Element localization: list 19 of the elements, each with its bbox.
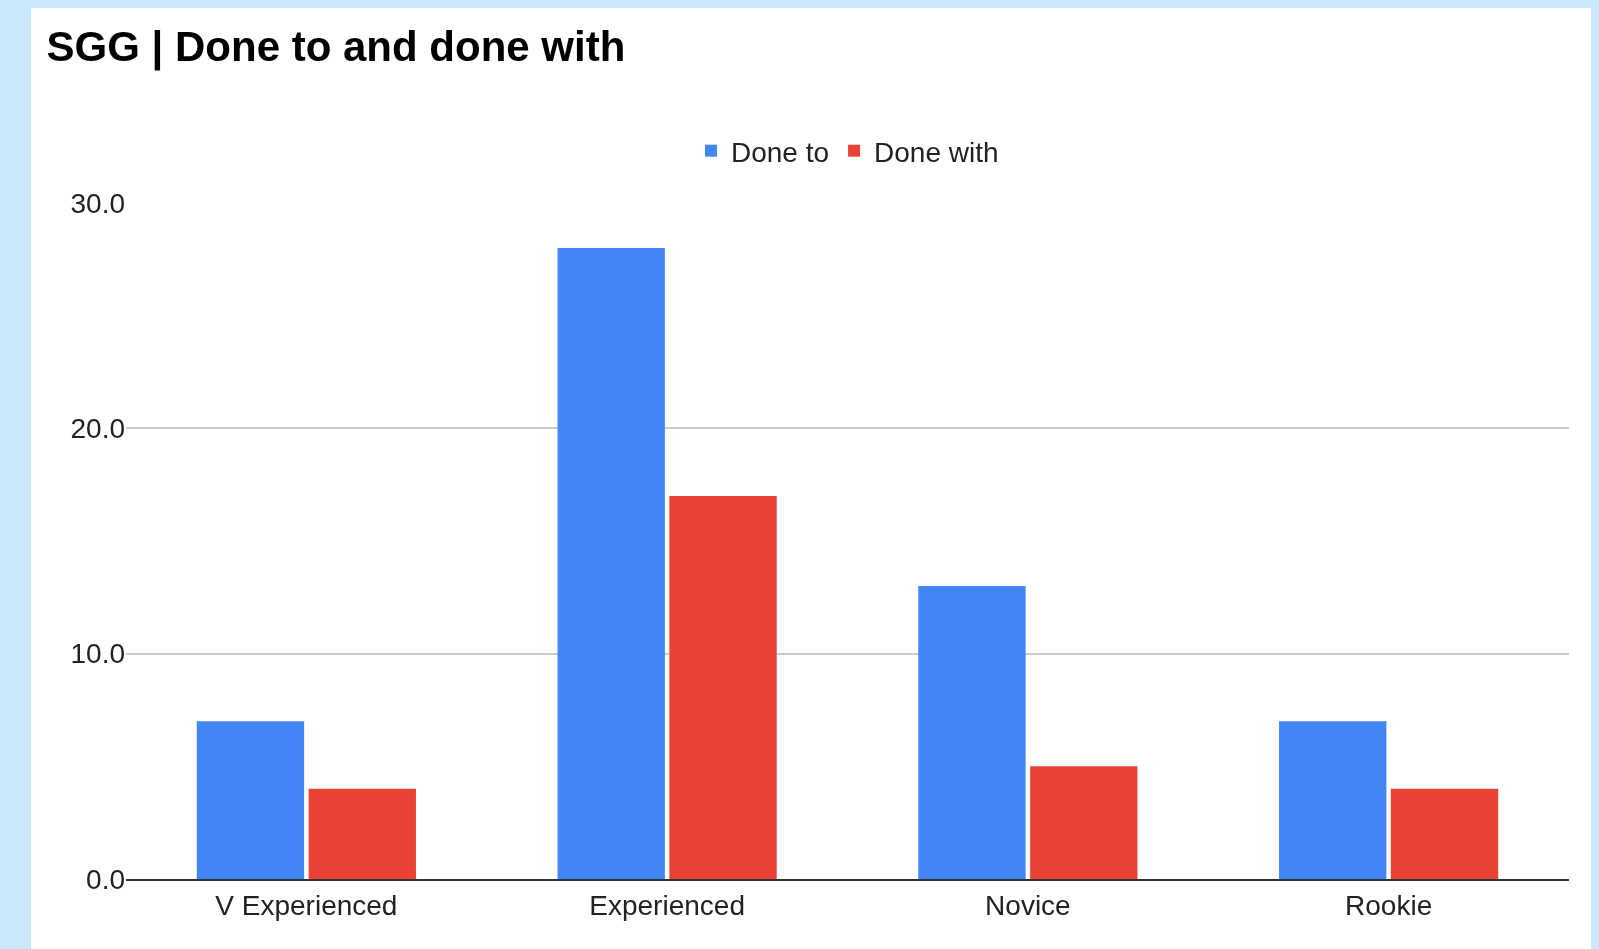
bar <box>1390 788 1499 879</box>
y-tick-label: 0.0 <box>86 863 125 895</box>
y-tick-label: 30.0 <box>70 187 125 219</box>
x-tick-label: Experienced <box>589 889 745 921</box>
x-tick-label: Novice <box>985 889 1071 921</box>
bar <box>669 495 777 879</box>
y-tick-label: 10.0 <box>70 638 125 670</box>
bar <box>918 586 1026 879</box>
bar <box>196 721 305 879</box>
bar <box>1030 766 1138 879</box>
bar <box>1279 721 1387 879</box>
bar <box>308 788 416 879</box>
legend-label: Done with <box>874 136 999 168</box>
y-tick-label: 20.0 <box>70 413 125 445</box>
chart-title: SGG | Done to and done with <box>46 22 626 71</box>
x-tick-label: V Experienced <box>215 889 398 921</box>
legend-label: Done to <box>731 136 830 168</box>
bar <box>557 248 665 879</box>
x-tick-label: Rookie <box>1345 889 1433 921</box>
